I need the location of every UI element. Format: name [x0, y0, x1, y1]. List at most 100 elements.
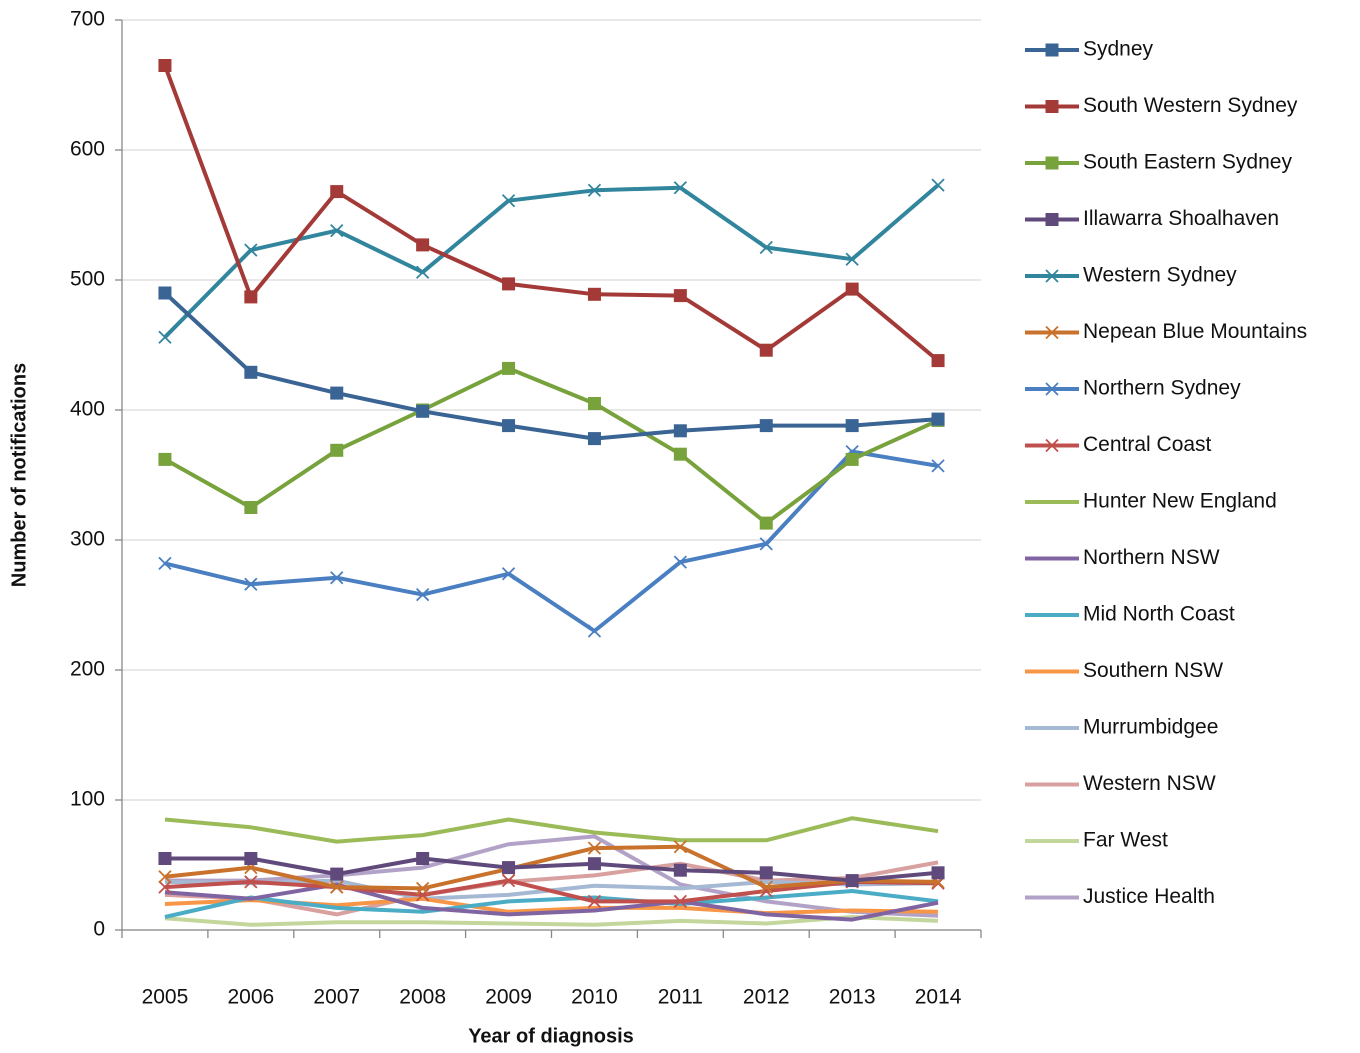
- marker: [673, 289, 687, 303]
- marker: [244, 577, 258, 591]
- marker: [330, 880, 344, 894]
- marker: [502, 861, 516, 875]
- marker: [244, 852, 258, 865]
- marker: [244, 243, 258, 257]
- marker: [845, 419, 859, 433]
- x-tick-label: 2006: [227, 986, 274, 1009]
- legend-label: Western Sydney: [1083, 264, 1237, 287]
- legend-label: Northern Sydney: [1083, 377, 1241, 400]
- marker: [673, 894, 687, 909]
- marker: [502, 361, 516, 375]
- marker: [158, 556, 172, 571]
- marker: [673, 840, 687, 854]
- series-line: [163, 366, 939, 526]
- x-tick-label: 2007: [313, 986, 360, 1009]
- marker: [931, 412, 945, 426]
- marker: [330, 386, 344, 400]
- marker: [931, 866, 945, 880]
- marker: [931, 354, 945, 368]
- marker: [158, 59, 172, 72]
- marker: [931, 459, 945, 473]
- marker: [416, 888, 430, 902]
- y-tick-label: 700: [70, 8, 105, 31]
- series-line: [164, 860, 939, 917]
- marker: [1045, 438, 1059, 453]
- marker: [759, 866, 773, 880]
- legend-label: Mid North Coast: [1083, 603, 1235, 626]
- legend-label: Central Coast: [1083, 433, 1212, 456]
- y-axis-title: Number of notifications: [8, 363, 30, 587]
- series-line: [164, 915, 939, 927]
- marker: [587, 857, 601, 871]
- marker: [759, 240, 773, 255]
- marker: [1045, 213, 1059, 226]
- series-line: [164, 889, 939, 919]
- marker: [158, 330, 172, 344]
- marker: [416, 238, 430, 252]
- marker: [244, 501, 258, 514]
- y-tick-label: 600: [70, 138, 105, 161]
- series-line: [164, 882, 939, 922]
- marker: [587, 432, 601, 446]
- series-line: [164, 844, 939, 891]
- marker: [244, 290, 258, 304]
- marker: [1045, 43, 1059, 57]
- legend-label: South Eastern Sydney: [1083, 151, 1292, 174]
- marker: [845, 874, 859, 888]
- legend-label: Southern NSW: [1083, 659, 1223, 682]
- marker: [158, 286, 172, 300]
- marker: [158, 852, 172, 865]
- marker: [587, 397, 601, 410]
- legend-label: South Western Sydney: [1083, 94, 1298, 117]
- marker: [845, 252, 859, 266]
- marker: [416, 881, 430, 896]
- y-tick-label: 300: [70, 528, 105, 551]
- series-line: [164, 449, 939, 633]
- marker: [244, 875, 258, 889]
- x-axis-title: Year of diagnosis: [468, 1025, 634, 1047]
- marker: [587, 894, 602, 909]
- marker: [1045, 325, 1059, 340]
- marker: [673, 424, 687, 438]
- legend-label: Illawarra Shoalhaven: [1083, 207, 1279, 230]
- marker: [330, 185, 344, 199]
- legend-label: Murrumbidgee: [1083, 716, 1218, 739]
- y-tick-label: 100: [70, 788, 105, 811]
- marker: [501, 194, 516, 208]
- marker: [158, 870, 172, 884]
- x-tick-label: 2010: [571, 986, 618, 1009]
- y-tick-label: 0: [93, 918, 105, 941]
- legend-label: Justice Health: [1083, 885, 1215, 908]
- legend-label: Western NSW: [1083, 772, 1216, 795]
- legend-label: Sydney: [1083, 38, 1154, 61]
- legend-label: Northern NSW: [1083, 546, 1220, 569]
- y-tick-label: 400: [70, 398, 105, 421]
- marker: [845, 452, 859, 466]
- x-tick-label: 2013: [829, 986, 876, 1009]
- marker: [416, 265, 430, 279]
- marker: [501, 567, 516, 581]
- marker: [158, 880, 172, 894]
- series-line: [164, 878, 939, 904]
- marker: [330, 223, 344, 238]
- y-tick-label: 500: [70, 268, 105, 291]
- marker: [416, 852, 430, 865]
- marker: [502, 277, 516, 291]
- series-line: [163, 291, 939, 441]
- legend-label: Nepean Blue Mountains: [1083, 320, 1307, 343]
- marker: [158, 452, 172, 466]
- marker: [673, 181, 687, 195]
- marker: [1045, 156, 1059, 170]
- marker: [587, 624, 602, 638]
- marker: [330, 443, 344, 457]
- legend-label: Far West: [1083, 829, 1168, 852]
- marker: [845, 282, 859, 296]
- marker: [931, 178, 945, 192]
- marker: [759, 537, 773, 551]
- marker: [502, 419, 516, 433]
- marker: [759, 880, 773, 894]
- x-tick-label: 2009: [485, 986, 532, 1009]
- series-line: [163, 183, 940, 339]
- marker: [759, 516, 773, 530]
